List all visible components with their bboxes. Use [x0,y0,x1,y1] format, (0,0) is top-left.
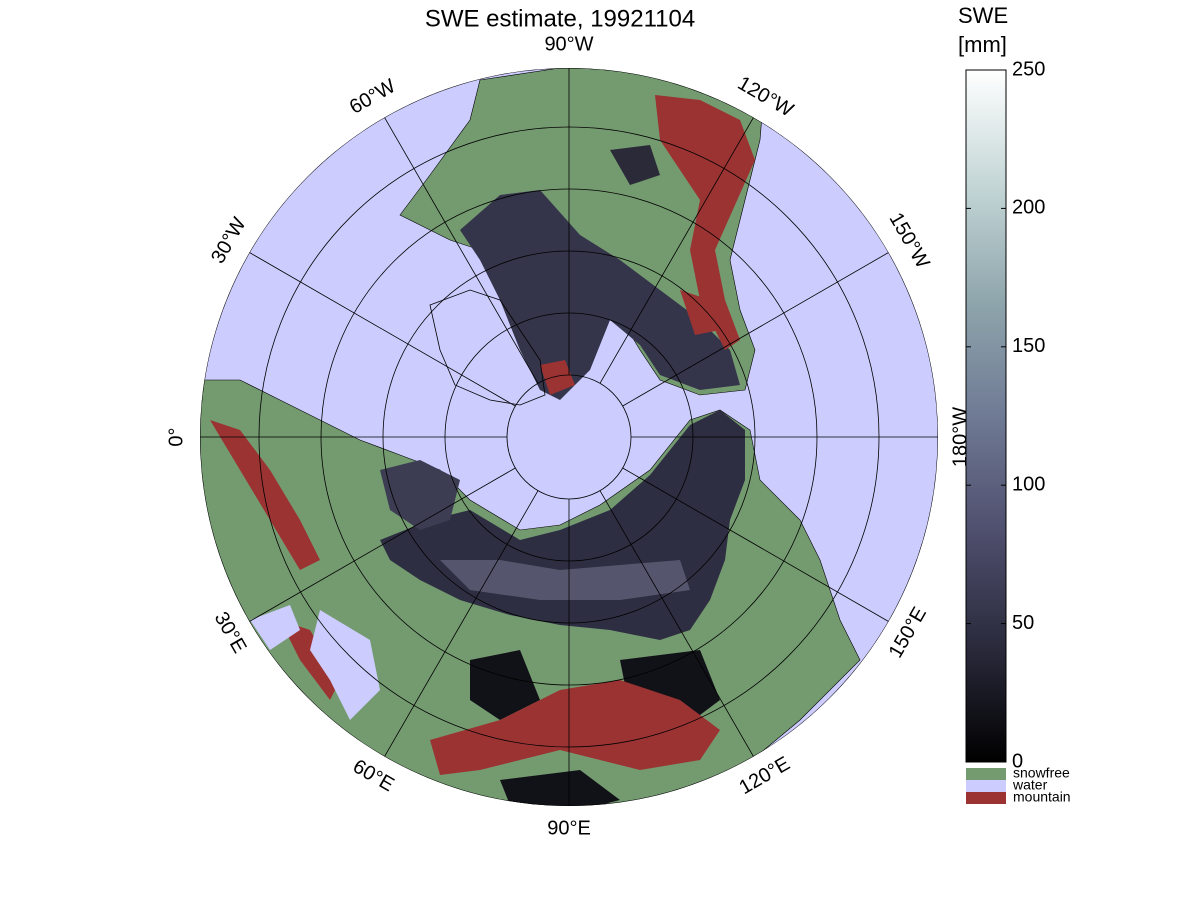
mountain [680,290,720,335]
colorbar-tick-label: 250 [1012,58,1045,80]
legend-swatch [966,792,1006,804]
map [200,68,938,806]
legend-label: water [1012,777,1048,793]
snow [440,560,690,600]
meridian [599,490,754,757]
meridian [249,252,516,407]
legend-label: snowfree [1013,765,1070,781]
longitude-label: 30°W [207,214,251,268]
colorbar-tick-label: 0 [1012,750,1023,772]
colorbar [965,69,1007,763]
colorbar-tick-label: 50 [1012,612,1034,634]
snow [470,650,540,720]
chart-title: SWE estimate, 19921104 [425,5,695,32]
longitude-label: 0° [165,427,187,446]
snow [380,460,460,530]
longitude-label: 30°E [210,608,251,657]
longitude-label: 90°E [547,817,591,839]
meridian [622,467,889,622]
longitude-label: 60°E [349,755,398,796]
colorbar-tick-label: 100 [1012,473,1045,495]
mountain [430,680,720,775]
colorbar-tick-label: 200 [1012,197,1045,219]
water [250,605,300,650]
colorbar-label: [mm] [958,32,1007,57]
mountain [210,420,320,570]
meridian [599,117,754,384]
colorbar-label: SWE [958,3,1008,28]
meridian [384,117,539,384]
longitude-label: 60°W [346,75,400,119]
meridian [249,467,516,622]
colorbar-tick-label: 150 [1012,335,1045,357]
mountain [280,620,340,700]
water [310,610,380,720]
legend-swatch [966,768,1006,780]
legend-label: mountain [1013,789,1071,805]
mountain [540,360,575,395]
snow [460,190,740,400]
snow [610,145,660,185]
coast [429,289,546,406]
longitude-label: 90°W [544,33,593,55]
meridian [384,490,539,757]
legend-swatch [966,780,1006,792]
meridian [622,252,889,407]
